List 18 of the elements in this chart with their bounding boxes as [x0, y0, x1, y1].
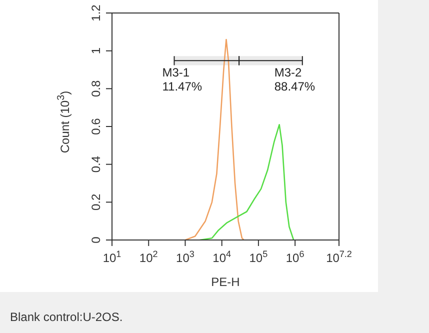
- y-tick-label: 0.6: [89, 118, 103, 135]
- x-tick-label: 10$^{5}$: [249, 249, 268, 265]
- x-tick-label: 10$^{6}$: [286, 249, 304, 265]
- band-label: M3-2 88.47%: [274, 66, 316, 94]
- x-tick-label: 10$^{4}$: [212, 249, 232, 265]
- y-tick-label: 0.4: [89, 156, 103, 173]
- x-tick-label: 10$^{7.2}$: [326, 249, 352, 265]
- x-tick-label: 10$^{1}$: [102, 249, 122, 265]
- y-tick-label: 0: [89, 236, 103, 244]
- band-label: M3-1 11.47%: [162, 66, 202, 94]
- y-tick-label: 1: [89, 47, 103, 54]
- y-tick-label: 1.2: [89, 4, 103, 22]
- y-tick-label: 0.2: [89, 194, 103, 211]
- y-tick-label: 0.8: [89, 80, 103, 98]
- x-tick-label: 10$^{3}$: [176, 249, 194, 265]
- x-axis-title: PE-H: [211, 275, 240, 289]
- text: Blank control:U-2OS.: [10, 310, 123, 324]
- x-tick-label: 10$^{2}$: [139, 249, 158, 265]
